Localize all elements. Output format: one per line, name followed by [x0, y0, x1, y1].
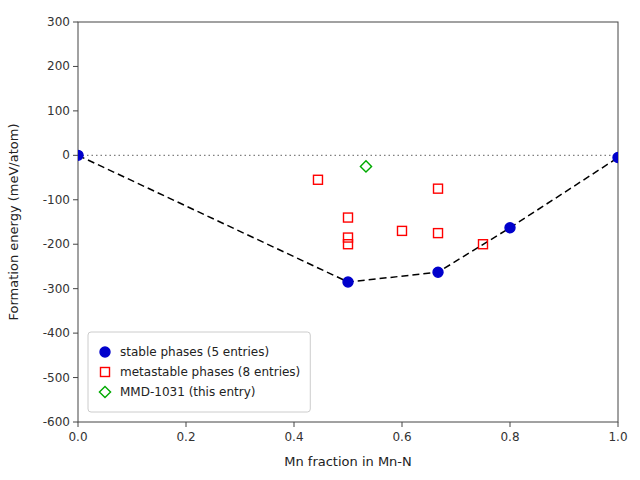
y-tick-label: -500 [43, 371, 70, 385]
x-tick-label: 0.4 [284, 430, 303, 444]
point [505, 223, 515, 233]
y-tick-label: -600 [43, 415, 70, 429]
legend-marker [99, 386, 110, 397]
x-tick [402, 422, 403, 427]
point [434, 229, 443, 238]
point [434, 184, 443, 193]
x-tick-label: 0.6 [392, 430, 411, 444]
x-tick-label: 0.0 [68, 430, 87, 444]
point [398, 226, 407, 235]
y-tick [73, 333, 78, 334]
y-tick [73, 155, 78, 156]
legend-label: MMD-1031 (this entry) [120, 385, 255, 399]
y-tick [73, 422, 78, 423]
legend-marker [101, 368, 110, 377]
point [343, 277, 353, 287]
y-tick [73, 244, 78, 245]
x-tick [294, 422, 295, 427]
y-tick-label: 300 [47, 15, 70, 29]
y-tick-label: -100 [43, 193, 70, 207]
point [313, 175, 322, 184]
y-tick-label: 200 [47, 59, 70, 73]
y-tick [73, 199, 78, 200]
y-tick [73, 66, 78, 67]
point [78, 150, 83, 160]
series-points [78, 150, 618, 287]
y-tick-label: -200 [43, 237, 70, 251]
x-tick-label: 0.8 [500, 430, 519, 444]
y-tick [73, 288, 78, 289]
legend-label: metastable phases (8 entries) [120, 365, 300, 379]
point [344, 240, 353, 249]
x-tick [618, 422, 619, 427]
series-points [313, 175, 487, 248]
axes: 0.0 0.2 0.4 0.6 0.8 1.0 -600 -500 -400 -300 -200 -1… [43, 15, 628, 444]
y-tick-label: -300 [43, 282, 70, 296]
point [433, 267, 443, 277]
legend: stable phases (5 entries) metastable phas… [88, 332, 310, 412]
legend-label: stable phases (5 entries) [120, 345, 269, 359]
x-axis-label: Mn fraction in Mn-N [284, 454, 412, 469]
reference-line [78, 155, 618, 156]
plot-area [78, 150, 618, 287]
point [479, 240, 488, 249]
y-tick [73, 377, 78, 378]
hull-line [78, 155, 618, 282]
y-axis-label: Formation energy (meV/atom) [6, 124, 21, 321]
x-tick [186, 422, 187, 427]
x-tick-label: 0.2 [176, 430, 195, 444]
y-tick-label: 100 [47, 104, 70, 118]
x-tick-label: 1.0 [608, 430, 627, 444]
y-tick [73, 110, 78, 111]
plot-frame [78, 22, 618, 422]
x-tick [78, 422, 79, 427]
chart: 0.0 0.2 0.4 0.6 0.8 1.0 -600 -500 -400 -300 -200 -1… [0, 0, 640, 480]
y-tick-label: -400 [43, 326, 70, 340]
legend-marker [100, 347, 110, 357]
x-tick [510, 422, 511, 427]
point [344, 213, 353, 222]
point [360, 161, 371, 172]
y-tick [73, 22, 78, 23]
point [613, 153, 618, 163]
y-tick-label: 0 [62, 148, 70, 162]
point [344, 233, 353, 242]
legend-box [88, 332, 310, 412]
series-points [360, 161, 371, 172]
